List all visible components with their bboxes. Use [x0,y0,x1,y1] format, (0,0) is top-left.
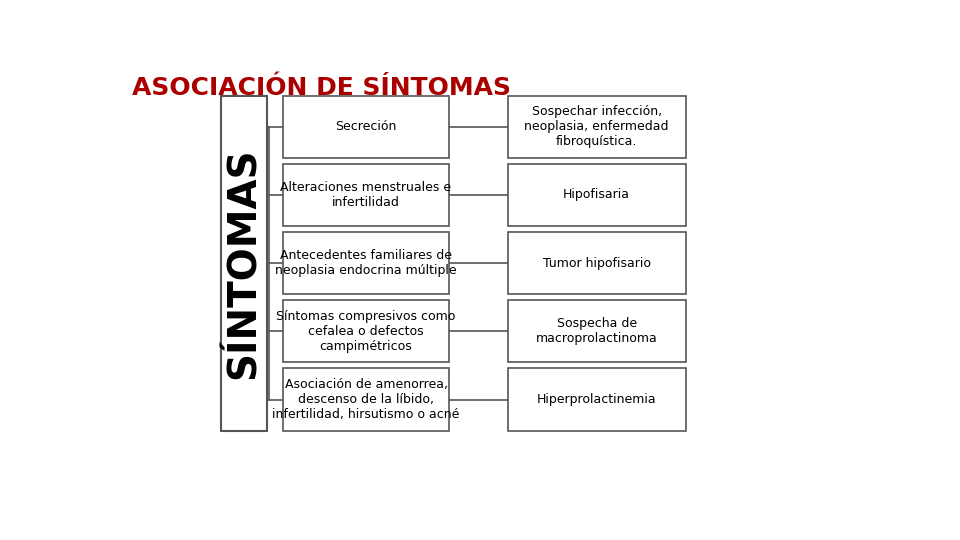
Text: Hiperprolactinemia: Hiperprolactinemia [537,393,657,406]
Bar [508,300,685,362]
Bar [283,164,449,226]
Bar [283,300,449,362]
Text: Alteraciones menstruales e
infertilidad: Alteraciones menstruales e infertilidad [280,181,451,209]
Text: Asociación de amenorrea,
descenso de la líbido,
infertilidad, hirsutismo o acné: Asociación de amenorrea, descenso de la … [273,378,460,421]
Text: ASOCIACIÓN DE SÍNTOMAS: ASOCIACIÓN DE SÍNTOMAS [132,76,511,100]
Bar [508,164,685,226]
Text: Hipofisaria: Hipofisaria [564,188,630,201]
Bar [283,232,449,294]
Bar [508,96,685,158]
Text: Antecedentes familiares de
neoplasia endocrina múltiple: Antecedentes familiares de neoplasia end… [276,249,457,277]
Text: Secreción: Secreción [335,120,396,133]
Bar [508,368,685,430]
Text: Sospechar infección,
neoplasia, enfermedad
fibroquística.: Sospechar infección, neoplasia, enfermed… [524,105,669,148]
Text: Tumor hipofisario: Tumor hipofisario [542,256,651,269]
Bar [508,232,685,294]
Bar [283,368,449,430]
Bar [283,96,449,158]
Text: Síntomas compresivos como
cefalea o defectos
campimétricos: Síntomas compresivos como cefalea o defe… [276,310,456,353]
Text: SÍNTOMAS: SÍNTOMAS [225,147,263,379]
Text: Sospecha de
macroprolactinoma: Sospecha de macroprolactinoma [536,318,658,345]
Bar [221,96,267,430]
